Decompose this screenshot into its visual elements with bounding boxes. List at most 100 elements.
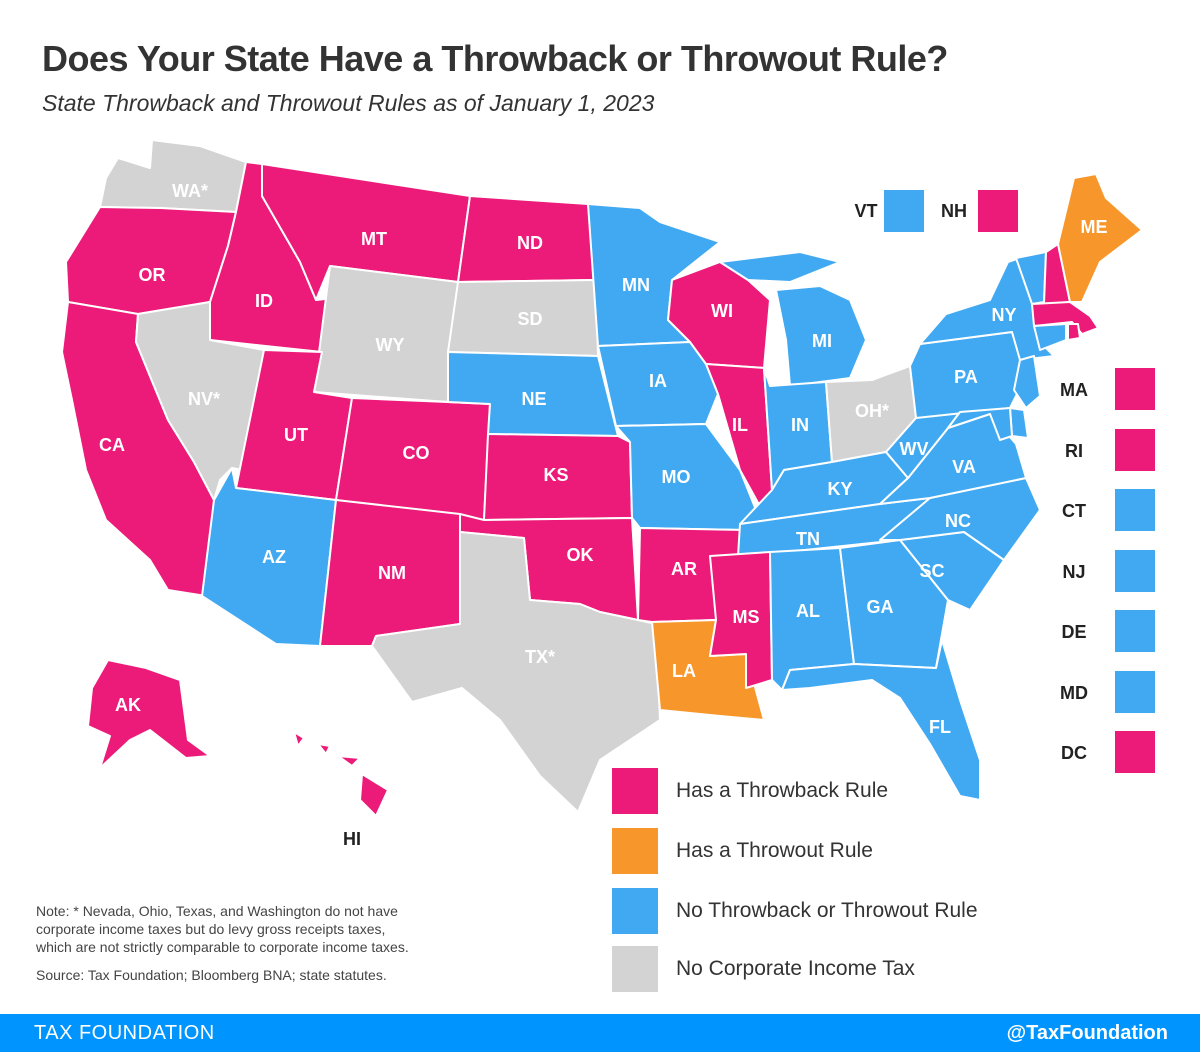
state-label-ut: UT	[284, 425, 308, 445]
legend-swatch	[612, 946, 658, 992]
state-hi	[359, 773, 389, 817]
state-label-ia: IA	[649, 371, 667, 391]
state-md	[947, 407, 1013, 441]
state-label-ne: NE	[521, 389, 546, 409]
state-hi	[293, 731, 305, 747]
state-label-id: ID	[255, 291, 273, 311]
state-label-sd: SD	[517, 309, 542, 329]
state-label-sc: SC	[919, 561, 944, 581]
state-tx	[371, 531, 661, 813]
page-title: Does Your State Have a Throwback or Thro…	[42, 38, 948, 79]
legend-label: Has a Throwback Rule	[676, 779, 889, 802]
state-label-la: LA	[672, 661, 696, 681]
side-callout-box	[1115, 671, 1155, 713]
state-label-ak: AK	[115, 695, 141, 715]
side-callout-label: DE	[1061, 622, 1087, 642]
side-callout-box	[1115, 429, 1155, 471]
callout-label-nh: NH	[941, 201, 967, 221]
side-callout-box	[1115, 550, 1155, 592]
state-label-wi: WI	[711, 301, 733, 321]
state-label-fl: FL	[929, 717, 951, 737]
state-label-nm: NM	[378, 563, 406, 583]
side-callout-box	[1115, 731, 1155, 773]
side-callout-label: RI	[1065, 441, 1083, 461]
callout-label-vt: VT	[854, 201, 877, 221]
legend-item-throwout: Has a Throwout Rule	[612, 828, 1092, 876]
state-label-oh: OH*	[855, 401, 889, 421]
state-mi	[719, 251, 841, 283]
side-callout-label: NJ	[1062, 562, 1086, 582]
state-hi	[317, 743, 331, 755]
state-label-in: IN	[791, 415, 809, 435]
state-nj	[1013, 355, 1041, 409]
state-label-al: AL	[796, 601, 820, 621]
state-label-ms: MS	[733, 607, 760, 627]
state-label-pa: PA	[954, 367, 978, 387]
note-line: which are not strictly comparable to cor…	[36, 939, 409, 955]
state-label-ks: KS	[543, 465, 568, 485]
state-label-hi: HI	[343, 829, 361, 849]
state-ga	[839, 539, 949, 669]
state-label-tx: TX*	[525, 647, 555, 667]
state-label-wv: WV	[900, 439, 929, 459]
side-callout-label: DC	[1061, 743, 1087, 763]
note-line: Note: * Nevada, Ohio, Texas, and Washing…	[36, 903, 398, 919]
note-line: corporate income taxes but do levy gross…	[36, 921, 386, 937]
state-wa	[99, 139, 247, 213]
footnote: Note: * Nevada, Ohio, Texas, and Washing…	[36, 902, 506, 984]
state-label-ok: OK	[567, 545, 594, 565]
state-label-mn: MN	[622, 275, 650, 295]
callout-box-vt	[884, 190, 924, 232]
page-subtitle: State Throwback and Throwout Rules as of…	[42, 90, 655, 116]
side-callout-label: MD	[1060, 683, 1088, 703]
state-ri	[1067, 323, 1081, 341]
state-label-or: OR	[139, 265, 166, 285]
state-ak	[87, 659, 211, 769]
footer-bar: TAX FOUNDATION @TaxFoundation	[0, 1014, 1200, 1052]
state-label-va: VA	[952, 457, 976, 477]
state-label-mo: MO	[662, 467, 691, 487]
side-callout-dc: DC	[1046, 731, 1156, 775]
state-label-ga: GA	[867, 597, 894, 617]
side-callout-box	[1115, 368, 1155, 410]
legend-swatch	[612, 768, 658, 814]
state-label-wa: WA*	[172, 181, 208, 201]
side-callout-ri: RI	[1046, 429, 1156, 473]
state-label-nc: NC	[945, 511, 971, 531]
side-callout-ma: MA	[1046, 368, 1156, 412]
state-label-ky: KY	[827, 479, 852, 499]
state-label-tn: TN	[796, 529, 820, 549]
side-callout-box	[1115, 610, 1155, 652]
legend-item-none: No Throwback or Throwout Rule	[612, 888, 1092, 936]
callout-box-nh	[978, 190, 1018, 232]
brand-name: TAX FOUNDATION	[34, 1022, 215, 1044]
state-me	[1057, 173, 1143, 303]
state-label-wy: WY	[376, 335, 405, 355]
state-label-mt: MT	[361, 229, 387, 249]
state-label-nv: NV*	[188, 389, 220, 409]
state-fl	[781, 639, 981, 801]
legend-item-no-tax: No Corporate Income Tax	[612, 946, 1092, 994]
us-map: WA* OR CA ID NV* MT WY UT AZ CO NM ND SD…	[61, 139, 1143, 849]
side-callout-nj: NJ	[1046, 550, 1156, 594]
side-callout-label: CT	[1062, 501, 1086, 521]
legend-swatch	[612, 888, 658, 934]
state-ct	[1033, 323, 1067, 351]
state-mi	[775, 285, 867, 387]
state-label-ca: CA	[99, 435, 125, 455]
state-label-az: AZ	[262, 547, 286, 567]
state-label-il: IL	[732, 415, 748, 435]
state-label-nd: ND	[517, 233, 543, 253]
state-label-me: ME	[1081, 217, 1108, 237]
state-label-mi: MI	[812, 331, 832, 351]
side-callout-label: MA	[1060, 380, 1088, 400]
legend-label: No Throwback or Throwout Rule	[676, 899, 978, 922]
legend-label: No Corporate Income Tax	[676, 957, 915, 980]
side-callout-ct: CT	[1046, 489, 1156, 533]
legend-item-throwback: Has a Throwback Rule	[612, 768, 1092, 816]
side-callout-de: DE	[1046, 610, 1156, 654]
side-callout-box	[1115, 489, 1155, 531]
state-hi	[337, 755, 361, 767]
legend-swatch	[612, 828, 658, 874]
state-nv	[135, 301, 265, 501]
